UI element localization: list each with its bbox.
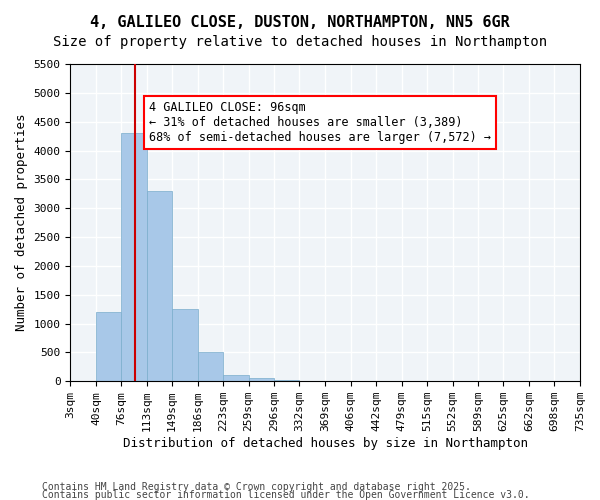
Text: 4, GALILEO CLOSE, DUSTON, NORTHAMPTON, NN5 6GR: 4, GALILEO CLOSE, DUSTON, NORTHAMPTON, N… bbox=[90, 15, 510, 30]
Bar bbox=[248, 378, 274, 381]
Bar bbox=[223, 376, 248, 381]
Bar bbox=[121, 133, 147, 381]
Text: Contains HM Land Registry data © Crown copyright and database right 2025.: Contains HM Land Registry data © Crown c… bbox=[42, 482, 471, 492]
X-axis label: Distribution of detached houses by size in Northampton: Distribution of detached houses by size … bbox=[122, 437, 527, 450]
Bar bbox=[147, 191, 172, 381]
Text: 4 GALILEO CLOSE: 96sqm
← 31% of detached houses are smaller (3,389)
68% of semi-: 4 GALILEO CLOSE: 96sqm ← 31% of detached… bbox=[149, 101, 491, 144]
Text: Size of property relative to detached houses in Northampton: Size of property relative to detached ho… bbox=[53, 35, 547, 49]
Text: Contains public sector information licensed under the Open Government Licence v3: Contains public sector information licen… bbox=[42, 490, 530, 500]
Bar bbox=[198, 352, 223, 381]
Bar bbox=[96, 312, 121, 381]
Y-axis label: Number of detached properties: Number of detached properties bbox=[15, 114, 28, 332]
Bar bbox=[172, 309, 198, 381]
Bar bbox=[274, 380, 299, 381]
